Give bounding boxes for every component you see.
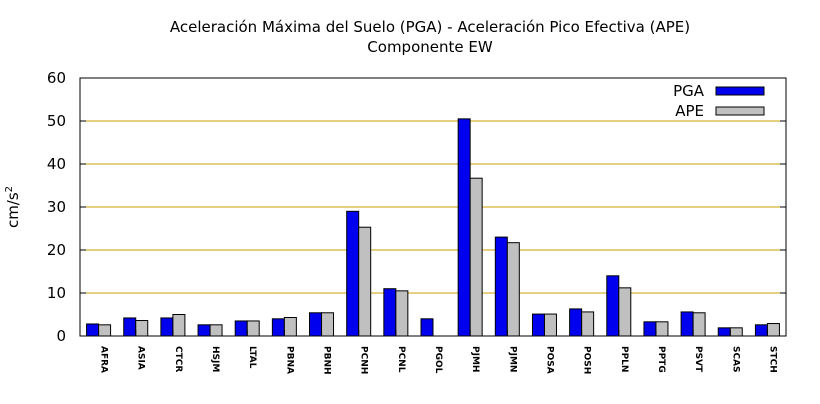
bar-pga [606,275,620,337]
bar-pga [717,327,731,337]
legend: PGA APE [673,82,765,120]
bar-ape [135,320,149,337]
x-tick-label: POSH [582,346,592,374]
bar-ape [766,323,780,337]
bar-pga [420,318,434,337]
x-tick-label: ASIA [136,346,146,370]
y-tick-label: 20 [47,241,66,259]
x-tick-label: PSVT [693,346,703,373]
x-tick-label: PCNL [396,346,406,373]
chart-title-line2: Componente EW [367,38,493,56]
bar-pga [86,323,100,337]
bar-ape [98,324,112,337]
bar-pga [569,308,583,337]
y-tick-label: 40 [47,155,66,173]
bar-ape [581,311,595,337]
x-axis: AFRA ASIA CTCR HSJM LTAL PBNA PBNH PCNH PCNL PGOL… [98,330,777,375]
bar-pga [197,324,211,337]
x-tick-label: AFRA [99,346,109,373]
bar-pga [457,118,471,337]
y-axis: 0 10 20 30 40 50 60 [47,69,786,345]
bar-pga [160,317,174,337]
bar-pga [309,312,323,337]
bar-ape [655,321,669,337]
bar-ape [729,327,743,337]
y-tick-label: 30 [47,198,66,216]
x-tick-label: LTAL [247,346,257,369]
bar-ape [618,287,632,337]
y-tick-label: 50 [47,112,66,130]
chart-title-line1: Aceleración Máxima del Suelo (PGA) - Ace… [170,18,690,36]
x-tick-label: PCNH [359,346,369,374]
bar-pga [680,311,694,337]
bar-pga [271,318,285,337]
bar-ape [469,177,483,337]
x-tick-label: STCH [767,346,777,373]
bar-pga [234,320,248,337]
y-axis-label-sup: 2 [4,186,15,192]
x-tick-label: PJMH [470,346,480,372]
bar-pga [531,313,545,337]
x-tick-label: PPTG [656,346,666,373]
bar-ape [209,324,223,337]
x-tick-label: CTCR [173,346,183,372]
y-tick-label: 0 [56,327,66,345]
bar-pga [383,288,397,337]
legend-swatch-pga [715,86,765,96]
x-tick-label: HSJM [210,346,220,372]
x-tick-label: PBNA [284,346,294,374]
x-tick-label: PPLN [619,346,629,372]
bar-ape [358,226,372,337]
bar-pga [494,236,508,337]
x-tick-label: PGOL [433,346,443,374]
bar-pga [346,210,360,337]
bar-ape [321,312,335,337]
bar-ape [246,320,260,337]
bar-ape [172,314,186,337]
legend-swatch-ape [715,106,765,116]
bar-ape [506,242,520,337]
y-axis-label: cm/s2 [4,186,22,228]
x-tick-label: POSA [544,346,554,374]
bar-pga [123,317,137,337]
bar-ape [692,312,706,337]
x-tick-label: SCAS [730,346,740,373]
grid-lines [80,120,786,294]
bar-pga [643,321,657,337]
y-axis-label-base: cm/s [4,192,22,228]
legend-label-ape: APE [675,102,704,120]
x-tick-label: PBNH [322,346,332,375]
bars [86,118,780,337]
y-tick-label: 10 [47,284,66,302]
y-tick-label: 60 [47,69,66,87]
x-tick-label: PJMN [507,346,517,372]
legend-label-pga: PGA [673,82,705,100]
bar-ape [543,313,557,337]
bar-ape [283,317,297,337]
bar-ape [395,290,409,337]
bar-pga [754,324,768,337]
